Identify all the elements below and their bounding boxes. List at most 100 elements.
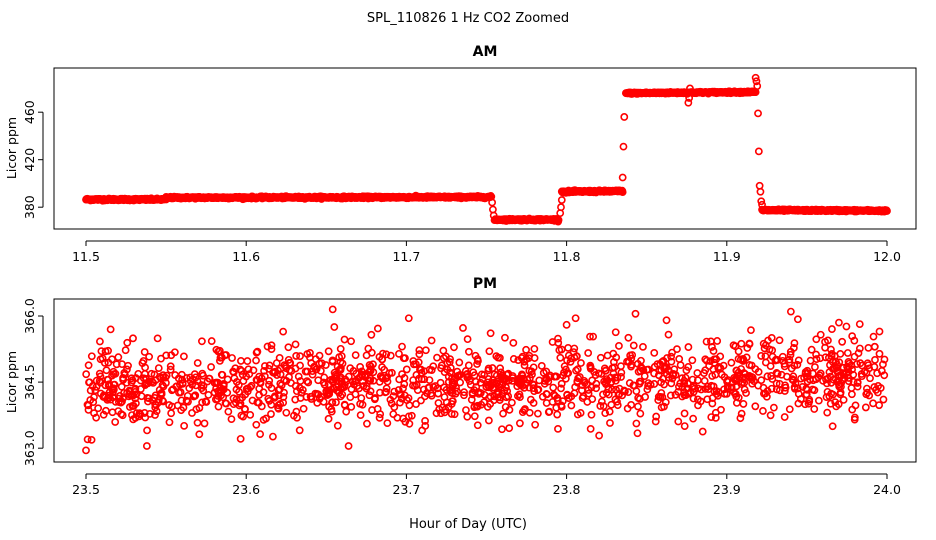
pm-data-point [362, 382, 371, 391]
pm-data-point [216, 356, 224, 365]
pm-data-point [667, 352, 676, 361]
pm-data-point [128, 411, 136, 420]
pm-data-point [145, 352, 154, 361]
pm-data-point [690, 384, 699, 393]
pm-data-point [673, 345, 681, 354]
pm-data-point [401, 354, 409, 362]
am-y-tick-label: 420 [22, 148, 37, 172]
pm-data-point [280, 361, 289, 370]
pm-data-point [237, 357, 245, 365]
pm-data-point [823, 408, 832, 417]
pm-data-point [267, 341, 276, 350]
pm-x-tick-label: 23.9 [713, 482, 741, 497]
pm-data-point [444, 403, 453, 411]
pm-data-point [434, 389, 443, 398]
pm-data-point [709, 347, 718, 355]
am-y-tick-label: 460 [22, 100, 37, 124]
pm-data-point [480, 390, 489, 399]
pm-data-point [112, 360, 121, 369]
pm-data-point [312, 365, 320, 374]
pm-data-point [580, 376, 589, 385]
pm-data-point [875, 349, 884, 358]
pm-data-point [238, 370, 247, 379]
pm-data-point [613, 401, 622, 410]
pm-data-point [104, 358, 113, 367]
pm-data-point [404, 314, 413, 323]
pm-data-points [82, 305, 889, 455]
pm-data-point [578, 394, 587, 402]
pm-data-point [601, 409, 610, 418]
pm-data-point [324, 347, 333, 356]
pm-data-point [252, 420, 261, 429]
pm-outlier-point [83, 435, 92, 444]
pm-data-point [586, 425, 595, 433]
pm-data-point [596, 353, 605, 362]
pm-data-point [207, 337, 216, 345]
pm-data-point [324, 414, 333, 423]
pm-data-point [561, 374, 570, 383]
pm-data-point [628, 351, 637, 359]
pm-data-point [586, 332, 594, 341]
pm-data-point [432, 409, 441, 418]
pm-data-point [684, 343, 693, 351]
pm-data-point [683, 379, 692, 388]
am-x-tick-label: 12.0 [873, 249, 901, 264]
pm-data-point [608, 364, 617, 372]
pm-data-point [447, 410, 456, 418]
pm-data-point [712, 387, 721, 395]
pm-data-point [870, 383, 879, 391]
pm-data-point [131, 374, 140, 382]
pm-data-point [801, 368, 810, 376]
pm-data-point [548, 338, 557, 346]
pm-data-point [624, 388, 633, 396]
pm-data-point [641, 393, 650, 401]
pm-data-point [337, 377, 346, 386]
pm-data-point [633, 360, 642, 368]
pm-data-point [123, 338, 132, 347]
pm-data-point [303, 367, 312, 376]
am-x-tick-label: 11.5 [72, 249, 100, 264]
pm-data-point [394, 386, 403, 394]
pm-data-point [812, 350, 820, 359]
pm-data-point [84, 405, 93, 414]
pm-data-point [703, 382, 712, 391]
pm-data-point [87, 435, 96, 444]
pm-data-point [469, 368, 478, 377]
pm-data-point [259, 388, 268, 397]
pm-data-point [395, 349, 403, 358]
pm-data-point [228, 354, 236, 362]
pm-data-point [229, 368, 238, 377]
pm-data-point [253, 347, 262, 356]
pm-data-point [629, 341, 638, 350]
pm-data-point [151, 411, 159, 419]
pm-data-point [237, 367, 246, 375]
pm-data-point [498, 425, 506, 434]
pm-data-point [324, 386, 332, 395]
pm-data-point [797, 374, 805, 383]
pm-data-point [757, 352, 766, 360]
pm-data-point [745, 361, 754, 369]
pm-data-point [793, 315, 802, 324]
pm-data-point [702, 337, 711, 346]
pm-data-point [182, 374, 191, 382]
pm-data-point [367, 348, 376, 357]
pm-data-point [586, 361, 595, 370]
pm-data-point [119, 374, 127, 382]
pm-data-point [836, 388, 845, 397]
pm-data-point [765, 345, 774, 354]
pm-data-point [464, 347, 473, 356]
pm-data-point [95, 377, 104, 385]
pm-data-point [351, 390, 360, 399]
pm-data-point [448, 378, 457, 387]
pm-data-point [256, 378, 265, 387]
pm-data-point [707, 413, 716, 421]
pm-data-point [152, 407, 161, 416]
pm-y-axis-label: Licor ppm [4, 351, 19, 413]
pm-data-point [149, 378, 158, 387]
pm-data-point [256, 430, 265, 438]
pm-data-point [737, 380, 746, 388]
pm-data-point [769, 403, 778, 412]
pm-data-point [129, 402, 138, 410]
pm-data-point [476, 389, 485, 397]
pm-data-point [811, 363, 819, 371]
